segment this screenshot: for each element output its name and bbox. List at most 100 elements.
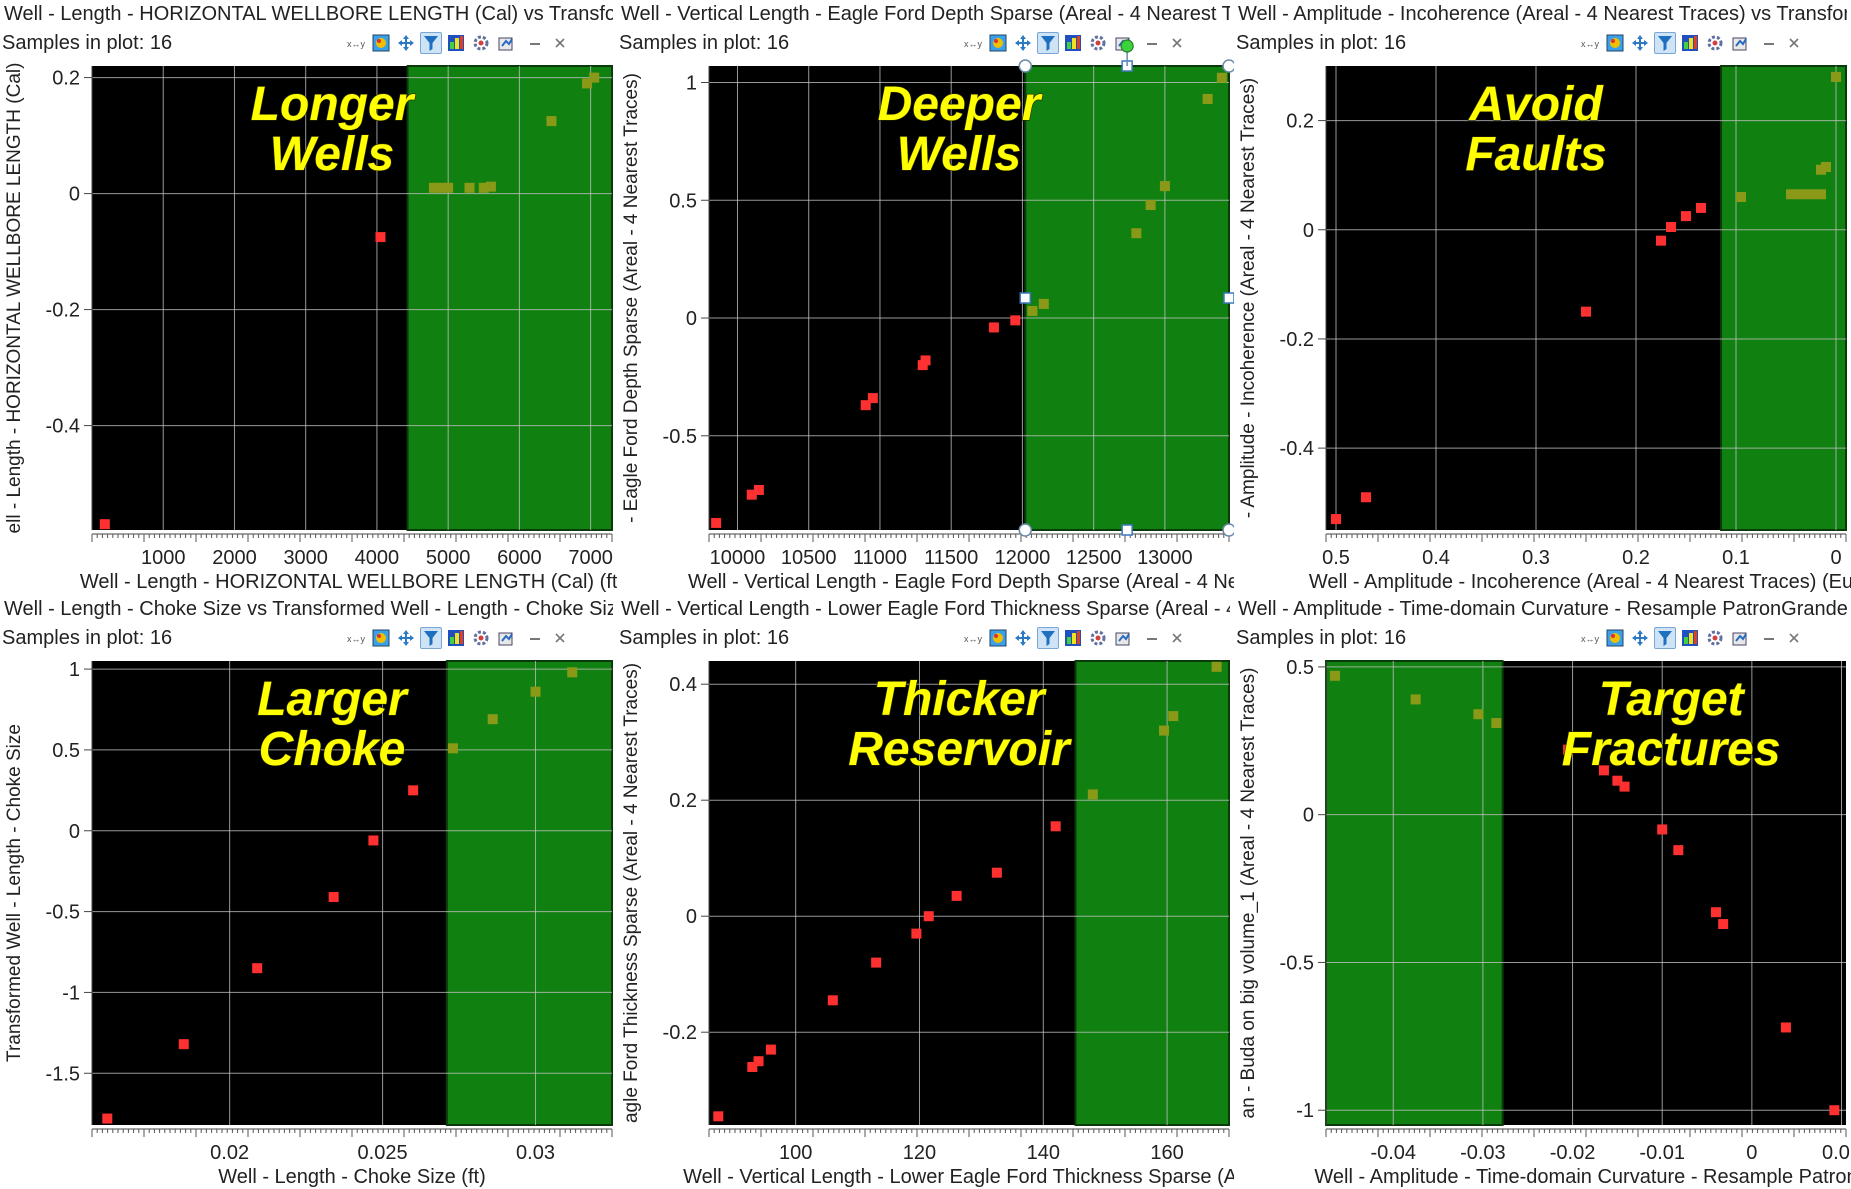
settings-gear-icon[interactable] [1087,32,1109,54]
selection-region[interactable] [1720,65,1847,531]
filter-icon[interactable] [1654,32,1676,54]
data-point[interactable] [991,867,1002,878]
color-palette-icon[interactable] [370,32,392,54]
data-point[interactable] [1780,1022,1791,1033]
data-point[interactable] [765,1044,776,1055]
plot-panel-6[interactable]: Well - Amplitude - Time-domain Curvature… [1234,595,1851,1189]
scatter-plot[interactable]: -0.04 -0.03 -0.02 -0.01 0 0.01 0.5 0 -0.5 -1 Well … [1234,595,1851,1189]
data-point[interactable] [1410,694,1421,705]
minimize-icon[interactable] [1758,32,1780,54]
data-point[interactable] [1806,189,1816,200]
close-icon[interactable] [1783,627,1805,649]
filter-icon[interactable] [1037,32,1059,54]
data-point[interactable] [252,963,263,974]
data-point[interactable] [1145,199,1156,210]
plot-panel-1[interactable]: Well - Length - HORIZONTAL WELLBORE LENG… [0,0,617,594]
export-icon[interactable] [495,627,517,649]
data-point[interactable] [1211,661,1222,672]
minimize-icon[interactable] [524,627,546,649]
data-point[interactable] [546,116,557,127]
color-scale-icon[interactable] [1679,627,1701,649]
data-point[interactable] [530,686,541,697]
export-icon[interactable] [1729,32,1751,54]
close-icon[interactable] [1166,627,1188,649]
color-palette-icon[interactable] [1604,627,1626,649]
settings-gear-icon[interactable] [1087,627,1109,649]
data-point[interactable] [1159,725,1169,736]
minimize-icon[interactable] [1758,627,1780,649]
data-point[interactable] [567,667,578,678]
export-icon[interactable] [1729,627,1751,649]
data-point[interactable] [711,517,722,528]
data-point[interactable] [1718,919,1729,930]
data-point[interactable] [1010,315,1021,326]
data-point[interactable] [746,489,757,500]
arrows-icon[interactable] [1012,32,1034,54]
data-point[interactable] [1711,907,1721,918]
xy-toggle-icon[interactable]: x↔y [962,32,984,54]
data-point[interactable] [1736,192,1746,203]
data-point[interactable] [1696,202,1706,213]
filter-icon[interactable] [420,627,442,649]
data-point[interactable] [464,182,475,193]
data-point[interactable] [1050,821,1061,832]
data-point[interactable] [753,484,764,495]
data-point[interactable] [920,355,931,366]
data-point[interactable] [860,400,871,411]
data-point[interactable] [1829,1105,1840,1116]
resize-handle[interactable] [1018,523,1033,537]
data-point[interactable] [1087,789,1098,800]
data-point[interactable] [1598,765,1609,776]
data-point[interactable] [1216,72,1227,83]
data-point[interactable] [447,743,458,754]
data-point[interactable] [1168,711,1179,722]
data-point[interactable] [478,182,489,193]
selection-region[interactable] [1325,660,1504,1126]
data-point[interactable] [1656,235,1666,246]
selection-region[interactable] [445,660,613,1126]
settings-gear-icon[interactable] [470,32,492,54]
filter-icon[interactable] [1654,627,1676,649]
data-point[interactable] [827,995,838,1006]
xy-toggle-icon[interactable]: x↔y [962,627,984,649]
data-point[interactable] [1619,781,1630,792]
close-icon[interactable] [1783,32,1805,54]
color-palette-icon[interactable] [1604,32,1626,54]
color-scale-icon[interactable] [445,627,467,649]
scatter-plot[interactable]: 100 120 140 160 0.4 0.2 0 -0.2 Well - Vertical L… [617,595,1234,1189]
data-point[interactable] [1329,670,1340,681]
selection-region[interactable] [1074,660,1230,1126]
color-scale-icon[interactable] [1679,32,1701,54]
data-point[interactable] [747,1062,758,1072]
arrows-icon[interactable] [1012,627,1034,649]
data-point[interactable] [1657,824,1668,835]
data-point[interactable] [871,957,882,968]
xy-toggle-icon[interactable]: x↔y [1579,627,1601,649]
data-point[interactable] [1361,492,1371,503]
data-point[interactable] [753,1056,764,1067]
data-point[interactable] [1796,189,1806,200]
minimize-icon[interactable] [1141,32,1163,54]
data-point[interactable] [428,182,439,193]
data-point[interactable] [1331,514,1341,525]
data-point[interactable] [951,890,962,901]
data-point[interactable] [1131,228,1142,239]
data-point[interactable] [1027,305,1038,316]
xy-toggle-icon[interactable]: x↔y [345,627,367,649]
data-point[interactable] [485,181,496,192]
settings-gear-icon[interactable] [470,627,492,649]
data-point[interactable] [1681,211,1691,222]
data-point[interactable] [988,322,999,333]
data-point[interactable] [923,911,934,922]
close-icon[interactable] [549,627,571,649]
data-point[interactable] [328,892,339,903]
data-point[interactable] [436,182,447,193]
resize-handle[interactable] [1223,292,1234,304]
data-point[interactable] [1563,744,1574,755]
data-point[interactable] [1202,93,1213,104]
scatter-plot[interactable]: 10000 10500 11000 11500 12000 12500 13000 1 0.5 0… [617,0,1234,594]
data-point[interactable] [1038,298,1049,309]
selection-region[interactable] [406,65,613,531]
scatter-plot[interactable]: 0.02 0.025 0.03 1 0.5 0 -0.5 -1 -1.5 Well - Lengt… [0,595,617,1189]
data-point[interactable] [867,393,878,404]
